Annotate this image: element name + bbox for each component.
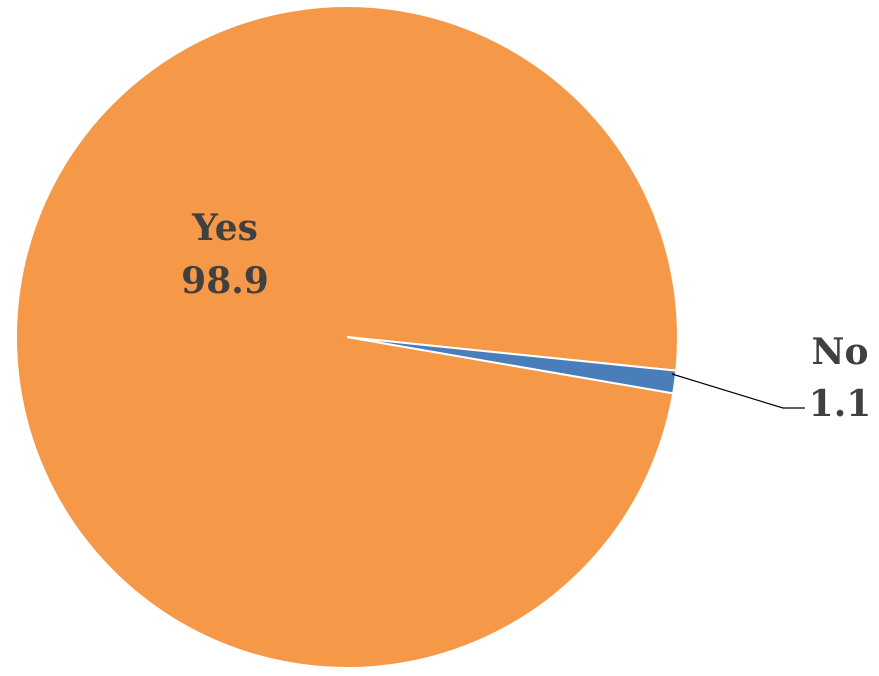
data-label-value-no: 1.1 xyxy=(809,383,872,425)
pie-slices xyxy=(14,5,679,669)
data-label-category-no: No xyxy=(812,331,869,373)
data-label-value-yes: 98.9 xyxy=(181,260,269,302)
pie-slice-no xyxy=(346,336,678,395)
leader-lines xyxy=(671,373,805,409)
data-labels: Yes 98.9 No 1.1 xyxy=(181,207,871,425)
leader-line-no xyxy=(671,373,805,409)
data-label-category-yes: Yes xyxy=(191,207,258,249)
